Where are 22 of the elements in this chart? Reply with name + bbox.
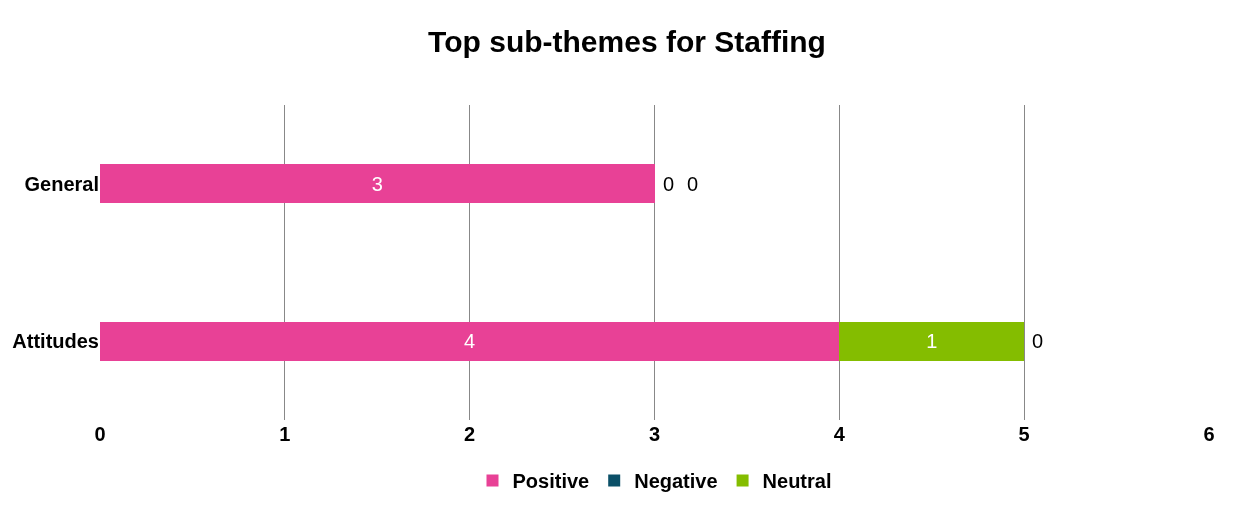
legend-label: Negative [634, 470, 718, 493]
x-tick-label: 0 [94, 423, 106, 445]
bar [839, 321, 1025, 361]
x-tick-label: 1 [279, 423, 291, 445]
data-label: 1 [926, 330, 938, 353]
x-tick-label: 6 [1203, 423, 1215, 445]
x-tick-label: 4 [833, 423, 846, 445]
x-tick-label: 3 [648, 423, 661, 445]
bar [100, 164, 655, 204]
chart-title: Top sub-themes for Staffing [428, 24, 826, 58]
data-label: 3 [371, 172, 383, 195]
legend-label: Positive [512, 470, 590, 493]
data-label: 4 [464, 330, 476, 353]
bar [100, 321, 840, 361]
x-tick-label: 5 [1018, 423, 1030, 445]
x-tick-label: 2 [464, 423, 476, 445]
data-label: 0 [687, 173, 699, 195]
data-label: 0 [1032, 330, 1044, 352]
data-label: 0 [663, 173, 675, 195]
legend-label: Neutral [762, 470, 832, 493]
y-tick-label: Attitudes [12, 330, 99, 353]
y-tick-label: General [24, 172, 99, 195]
